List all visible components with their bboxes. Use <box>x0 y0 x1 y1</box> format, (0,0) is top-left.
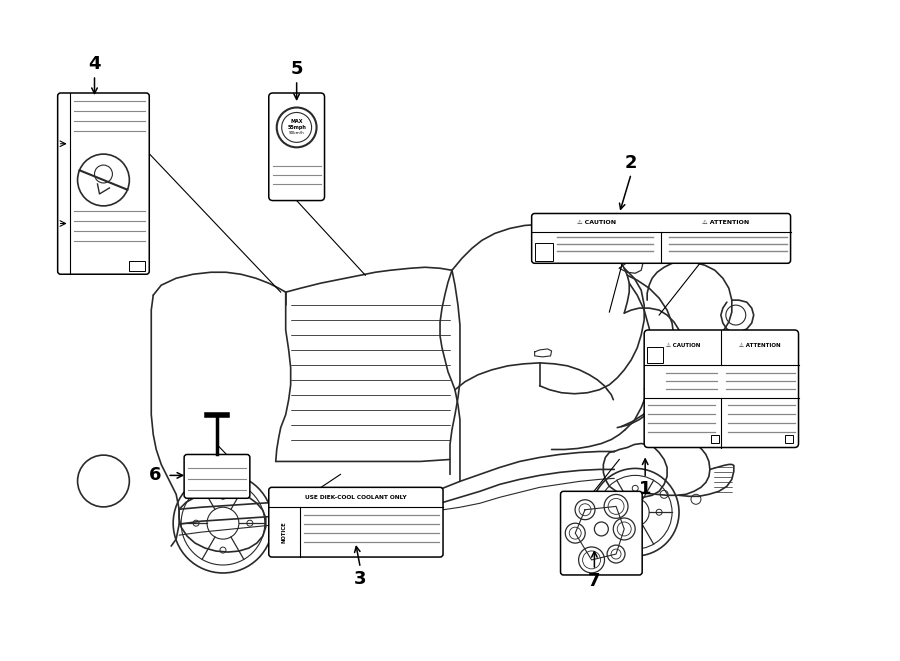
FancyBboxPatch shape <box>532 214 790 263</box>
FancyBboxPatch shape <box>269 487 443 557</box>
Text: 6: 6 <box>149 467 161 485</box>
Text: ⚠ CAUTION: ⚠ CAUTION <box>577 219 616 225</box>
Text: 55mph: 55mph <box>287 125 306 130</box>
FancyBboxPatch shape <box>561 491 643 575</box>
Text: 3: 3 <box>354 570 366 588</box>
Bar <box>785 434 793 442</box>
Text: NOTICE: NOTICE <box>282 521 287 543</box>
Text: ⚠ ATTENTION: ⚠ ATTENTION <box>739 343 781 348</box>
Text: ⚠ ATTENTION: ⚠ ATTENTION <box>702 219 750 225</box>
Bar <box>647 347 663 364</box>
Bar <box>711 434 718 442</box>
Bar <box>130 261 145 271</box>
Text: 4: 4 <box>88 55 101 73</box>
Text: 7: 7 <box>588 572 600 590</box>
FancyBboxPatch shape <box>184 455 250 498</box>
Bar <box>535 243 553 261</box>
Text: ⚠ CAUTION: ⚠ CAUTION <box>666 343 700 348</box>
FancyBboxPatch shape <box>269 93 325 200</box>
FancyBboxPatch shape <box>58 93 149 274</box>
FancyBboxPatch shape <box>644 330 798 447</box>
Text: 2: 2 <box>625 154 637 172</box>
Text: 5: 5 <box>291 60 303 78</box>
Text: USE DIEK-COOL COOLANT ONLY: USE DIEK-COOL COOLANT ONLY <box>305 494 407 500</box>
Text: 90km/h: 90km/h <box>289 132 304 136</box>
Text: 1: 1 <box>639 481 652 498</box>
Text: MAX: MAX <box>291 119 303 124</box>
